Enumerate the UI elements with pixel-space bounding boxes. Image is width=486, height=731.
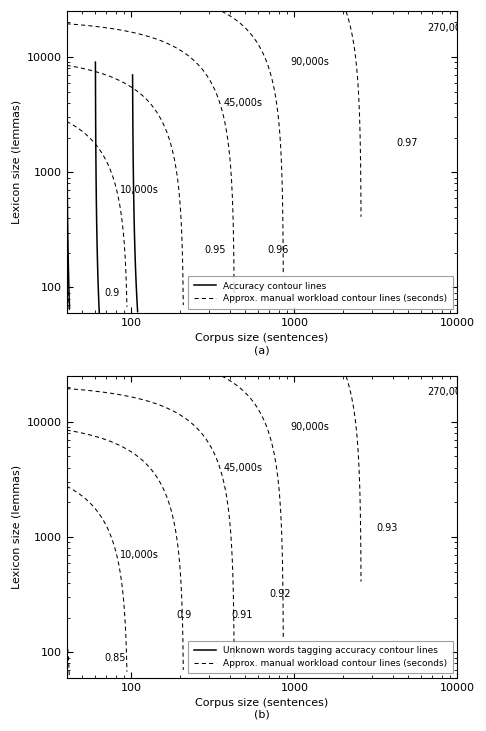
Text: 0.92: 0.92	[269, 589, 291, 599]
Y-axis label: Lexicon size (lemmas): Lexicon size (lemmas)	[11, 100, 21, 224]
Text: 0.85: 0.85	[104, 653, 125, 662]
Text: 0.97: 0.97	[396, 138, 417, 148]
Text: 90,000s: 90,000s	[291, 422, 330, 432]
Text: 10,000s: 10,000s	[120, 185, 159, 195]
X-axis label: Corpus size (sentences)
(a): Corpus size (sentences) (a)	[195, 333, 329, 355]
Text: 45,000s: 45,000s	[224, 98, 263, 108]
X-axis label: Corpus size (sentences)
(b): Corpus size (sentences) (b)	[195, 698, 329, 720]
Text: 0.9: 0.9	[177, 610, 192, 620]
Text: 0.96: 0.96	[267, 246, 289, 255]
Text: 90,000s: 90,000s	[291, 57, 330, 67]
Y-axis label: Lexicon size (lemmas): Lexicon size (lemmas)	[11, 465, 21, 589]
Text: 10,000s: 10,000s	[120, 550, 159, 560]
Text: 270,000s: 270,000s	[427, 387, 472, 398]
Text: 270,000s: 270,000s	[427, 23, 472, 33]
Legend: Accuracy contour lines, Approx. manual workload contour lines (seconds): Accuracy contour lines, Approx. manual w…	[188, 276, 453, 308]
Text: 0.95: 0.95	[204, 246, 226, 255]
Text: 0.93: 0.93	[377, 523, 398, 533]
Legend: Unknown words tagging accuracy contour lines, Approx. manual workload contour li: Unknown words tagging accuracy contour l…	[188, 641, 453, 673]
Text: 0.9: 0.9	[104, 288, 120, 298]
Text: 45,000s: 45,000s	[224, 463, 263, 473]
Text: 0.91: 0.91	[231, 610, 253, 620]
